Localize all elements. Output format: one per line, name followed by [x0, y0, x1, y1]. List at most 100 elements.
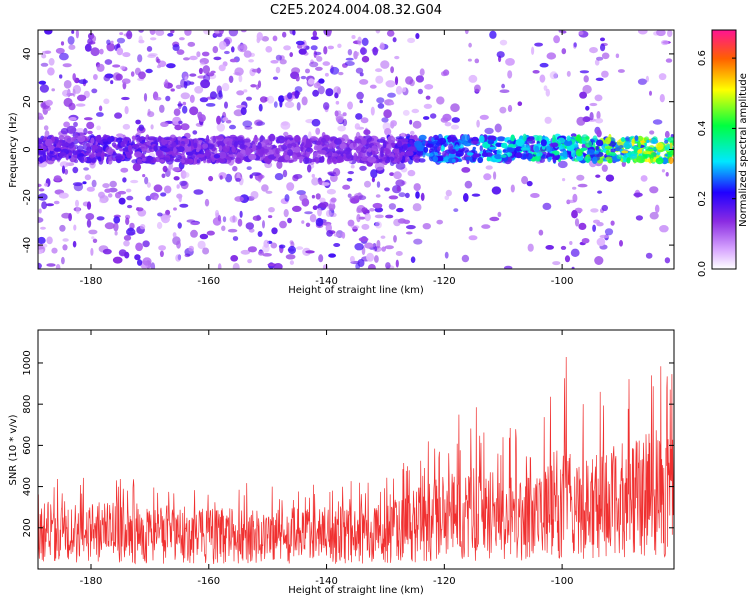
snr-series-line	[38, 356, 674, 565]
spectrogram-band-cell	[215, 135, 224, 140]
spectrogram-noise-cell	[59, 161, 69, 168]
spectrogram-band-cell	[371, 145, 378, 152]
spectrogram-noise-cell	[55, 47, 65, 54]
spectrogram-noise-cell	[349, 255, 355, 263]
spectrogram-noise-cell	[116, 133, 124, 138]
spectrogram-noise-cell	[309, 214, 317, 223]
spectrogram-noise-cell	[179, 203, 189, 208]
spectrogram-noise-cell	[415, 191, 420, 199]
spectrogram-band-cell	[466, 152, 474, 156]
spectrogram-noise-cell	[661, 39, 669, 46]
spectrogram-noise-cell	[126, 195, 134, 201]
spectrogram-noise-cell	[637, 78, 647, 85]
spectrogram-band-cell	[136, 136, 143, 142]
spectrogram-noise-cell	[605, 174, 615, 182]
spectrogram-noise-cell	[273, 263, 283, 269]
spectrogram-noise-cell	[423, 116, 430, 120]
spectrogram-noise-cell	[156, 65, 161, 69]
spectrogram-band-cell	[177, 136, 182, 141]
spectrogram-noise-cell	[381, 246, 387, 252]
spectrogram-noise-cell	[150, 37, 157, 41]
spectrogram-noise-cell	[170, 30, 175, 34]
spectrogram-noise-cell	[579, 91, 587, 99]
spectrogram-noise-cell	[146, 46, 153, 52]
spectrogram-noise-cell	[374, 162, 385, 171]
spectrogram-noise-cell	[415, 33, 420, 39]
spectrogram-noise-cell	[610, 220, 615, 226]
spectrogram-noise-cell	[357, 36, 362, 46]
spectrogram-noise-cell	[530, 193, 540, 198]
spectrogram-noise-cell	[640, 175, 648, 182]
snr-y-ticks: 200 400 600 800 1000	[22, 350, 674, 537]
spectrogram-noise-cell	[180, 92, 190, 100]
spectrogram-band-cell	[309, 158, 317, 163]
spectrogram-noise-cell	[286, 182, 295, 191]
spectrogram-band-cell	[287, 149, 293, 157]
spectrogram-noise-cell	[282, 31, 287, 38]
spectrogram-noise-cell	[44, 30, 53, 35]
spectrogram-noise-cell	[275, 66, 281, 74]
spectrogram-noise-cell	[231, 46, 235, 53]
spectrogram-band-cell	[423, 146, 429, 153]
spectrogram-band-cell	[196, 154, 205, 158]
spectrogram-noise-cell	[216, 123, 225, 132]
spectrogram-band-cell	[409, 139, 413, 145]
spectrogram-band-cell	[200, 156, 206, 161]
spectrogram-noise-cell	[123, 240, 130, 247]
spectrogram-noise-cell	[579, 70, 590, 74]
spectrogram-band-cell	[510, 134, 515, 142]
spectrogram-noise-cell	[507, 104, 513, 113]
spectrogram-noise-cell	[38, 208, 42, 214]
spectrogram-band-cell	[49, 146, 54, 152]
spectrogram-noise-cell	[250, 84, 257, 88]
spectrogram-noise-cell	[186, 219, 196, 223]
spectrogram-band-cell	[141, 157, 147, 162]
spectrogram-noise-cell	[270, 242, 278, 249]
spectrogram-band-cell	[472, 153, 480, 158]
spectrogram-noise-cell	[271, 227, 278, 235]
spectrogram-noise-cell	[301, 96, 308, 106]
spectrogram-band-cell	[584, 156, 592, 162]
spectrogram-noise-cell	[53, 175, 62, 182]
spectrogram-noise-cell	[310, 45, 318, 51]
spectrogram-noise-cell	[534, 42, 543, 47]
spectrogram-noise-cell	[577, 183, 588, 188]
spectrogram-noise-cell	[137, 54, 143, 63]
spectrogram-noise-cell	[361, 37, 369, 47]
spectrogram-noise-cell	[227, 228, 238, 233]
spectrogram-noise-cell	[453, 208, 459, 213]
spectrogram-band-cell	[357, 151, 363, 158]
x-tick-label: -160	[197, 576, 220, 587]
spectrogram-noise-cell	[158, 245, 167, 251]
spectrogram-noise-cell	[118, 197, 126, 205]
spectrogram-noise-cell	[321, 182, 330, 186]
spectrogram-noise-cell	[68, 117, 77, 121]
spectrogram-band-cell	[366, 150, 373, 157]
spectrogram-noise-cell	[179, 180, 188, 186]
spectrogram-noise-cell	[596, 111, 601, 120]
spectrogram-band-cell	[608, 152, 617, 157]
spectrogram-noise-cell	[493, 171, 497, 180]
spectrogram-noise-cell	[357, 259, 365, 267]
spectrogram-noise-cell	[649, 211, 659, 220]
spectrogram-band-cell	[642, 150, 651, 155]
spectrogram-noise-cell	[409, 130, 415, 136]
spectrogram-noise-cell	[142, 174, 146, 178]
snr-x-ticks: -180 -160 -140 -120 -100	[80, 330, 573, 587]
spectrogram-noise-cell	[279, 220, 287, 229]
spectrogram-noise-cell	[581, 238, 590, 244]
spectrogram-noise-cell	[380, 235, 386, 239]
spectrogram-noise-cell	[665, 58, 673, 63]
spectrogram-noise-cell	[47, 67, 55, 76]
spectrogram-noise-cell	[370, 169, 378, 179]
spectrogram-noise-cell	[218, 40, 227, 50]
spectrogram-noise-cell	[585, 105, 590, 111]
spectrogram-noise-cell	[126, 228, 136, 236]
spectrogram-band-cell	[235, 157, 242, 164]
spectrogram-noise-cell	[144, 176, 149, 185]
spectrogram-noise-cell	[156, 221, 163, 230]
colorbar-tick-label: 0.6	[697, 50, 708, 66]
spectrogram-noise-cell	[170, 88, 175, 92]
spectrogram-band-cell	[145, 134, 150, 142]
